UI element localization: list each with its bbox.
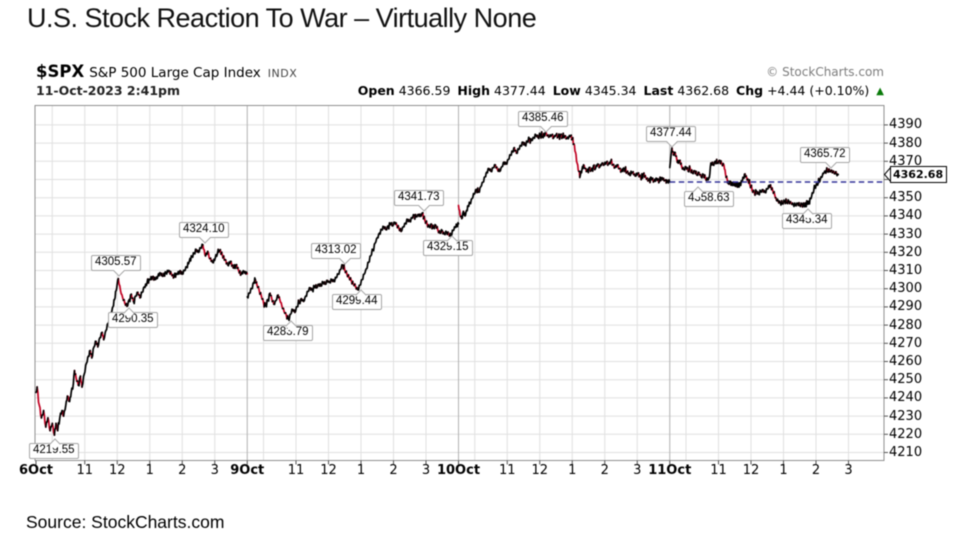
x-axis-day-label: 11Oct bbox=[648, 463, 692, 478]
price-callout: 4313.02 bbox=[311, 243, 361, 265]
x-axis-hour-label: 2 bbox=[600, 463, 609, 478]
price-callout: 4341.73 bbox=[394, 190, 444, 212]
y-axis-label: 4220 bbox=[889, 426, 923, 442]
x-axis-hour-label: 11 bbox=[498, 463, 516, 478]
x-axis-hour-label: 2 bbox=[389, 463, 398, 478]
y-axis-label: 4290 bbox=[889, 299, 923, 315]
open-label: Open bbox=[357, 83, 395, 98]
x-axis-hour-label: 12 bbox=[320, 463, 337, 478]
price-callout: 4305.57 bbox=[91, 255, 141, 277]
x-axis-hour-label: 1 bbox=[145, 463, 154, 478]
price-callout: 4283.79 bbox=[263, 319, 313, 341]
ticker-symbol: $SPX bbox=[36, 62, 85, 81]
y-axis-label: 4310 bbox=[889, 263, 923, 278]
x-axis-day-label: 10Oct bbox=[436, 463, 481, 478]
price-callout: 4329.15 bbox=[423, 234, 473, 256]
y-axis-label: 4370 bbox=[889, 153, 923, 169]
y-axis-label: 4380 bbox=[889, 135, 923, 151]
last-price-value: 4362.68 bbox=[890, 166, 948, 183]
price-callout: 4358.63 bbox=[684, 185, 734, 207]
last-label: Last bbox=[643, 83, 674, 98]
price-callout: 4324.10 bbox=[179, 222, 229, 244]
y-axis-label: 4270 bbox=[889, 335, 923, 351]
x-axis-day-label: 9Oct bbox=[230, 463, 265, 478]
x-axis-hour-label: 2 bbox=[811, 463, 821, 478]
index-name: S&P 500 Large Cap Index bbox=[89, 65, 261, 81]
y-axis-label: 4300 bbox=[889, 281, 923, 297]
y-axis-label: 4320 bbox=[889, 244, 923, 260]
high-value: 4377.44 bbox=[494, 83, 546, 98]
x-axis-hour-label: 12 bbox=[108, 463, 126, 478]
chart-datetime: 11-Oct-2023 2:41pm bbox=[36, 83, 180, 98]
last-value: 4362.68 bbox=[677, 83, 730, 98]
stockcharts-copyright: © StockCharts.com bbox=[766, 65, 884, 79]
x-axis-hour-label: 2 bbox=[178, 463, 187, 478]
x-axis-hour-label: 3 bbox=[633, 463, 642, 478]
price-callout: 4290.35 bbox=[108, 306, 158, 328]
price-callout: 4365.72 bbox=[800, 147, 850, 169]
price-line bbox=[35, 130, 840, 436]
y-axis-label: 4260 bbox=[889, 354, 923, 369]
chart-subheader: 11-Oct-2023 2:41pm Open 4366.59 High 4377.4… bbox=[36, 83, 884, 99]
low-label: Low bbox=[552, 83, 581, 98]
chg-value: +4.44 (+0.10%) bbox=[767, 83, 870, 98]
exchange-code: INDX bbox=[267, 67, 298, 80]
price-callout: 4385.46 bbox=[518, 111, 568, 133]
y-axis-label: 4340 bbox=[889, 208, 923, 224]
price-callout: 4219.55 bbox=[29, 437, 79, 459]
x-axis-day-label: 6Oct bbox=[18, 463, 54, 478]
chg-label: Chg bbox=[736, 83, 764, 98]
y-axis-label: 4390 bbox=[889, 117, 923, 133]
y-axis-label: 4250 bbox=[889, 372, 923, 388]
x-axis-hour-label: 1 bbox=[356, 463, 366, 478]
x-axis-hour-label: 3 bbox=[421, 463, 431, 478]
y-axis-label: 4230 bbox=[889, 408, 923, 424]
y-axis-label: 4330 bbox=[889, 226, 923, 242]
high-label: High bbox=[457, 83, 490, 98]
x-axis-hour-label: 12 bbox=[531, 463, 549, 478]
plot-border bbox=[34, 105, 885, 461]
y-axis-label: 4240 bbox=[889, 390, 923, 406]
x-axis-hour-label: 1 bbox=[568, 463, 577, 478]
chg-up-arrow-icon: ▲ bbox=[876, 86, 884, 97]
price-callout: 4299.44 bbox=[332, 288, 382, 310]
price-callout: 4345.34 bbox=[782, 207, 832, 229]
price-line-down-segments bbox=[36, 130, 838, 436]
chart-header: $SPX S&P 500 Large Cap Index INDX © StockC… bbox=[36, 62, 884, 82]
y-axis-label: 4350 bbox=[889, 190, 923, 206]
x-axis-hour-label: 12 bbox=[742, 463, 760, 478]
x-axis-hour-label: 1 bbox=[779, 463, 788, 478]
y-axis-label: 4280 bbox=[889, 317, 923, 333]
source-caption: Source: StockCharts.com bbox=[26, 512, 225, 532]
low-value: 4345.34 bbox=[584, 83, 637, 98]
y-axis-label: 4210 bbox=[889, 445, 923, 460]
x-axis-hour-label: 11 bbox=[710, 463, 727, 478]
open-value: 4366.59 bbox=[398, 83, 451, 98]
slide-title: U.S. Stock Reaction To War – Virtually N… bbox=[27, 3, 537, 33]
quote-bar: Open 4366.59 High 4377.44 Low 4345.34 Last 4362… bbox=[358, 83, 884, 98]
x-axis-hour-label: 3 bbox=[844, 463, 853, 478]
x-axis-hour-label: 3 bbox=[210, 463, 219, 478]
x-axis-hour-label: 11 bbox=[76, 463, 94, 478]
price-callout: 4377.44 bbox=[646, 126, 696, 148]
x-axis-hour-label: 11 bbox=[287, 463, 305, 478]
